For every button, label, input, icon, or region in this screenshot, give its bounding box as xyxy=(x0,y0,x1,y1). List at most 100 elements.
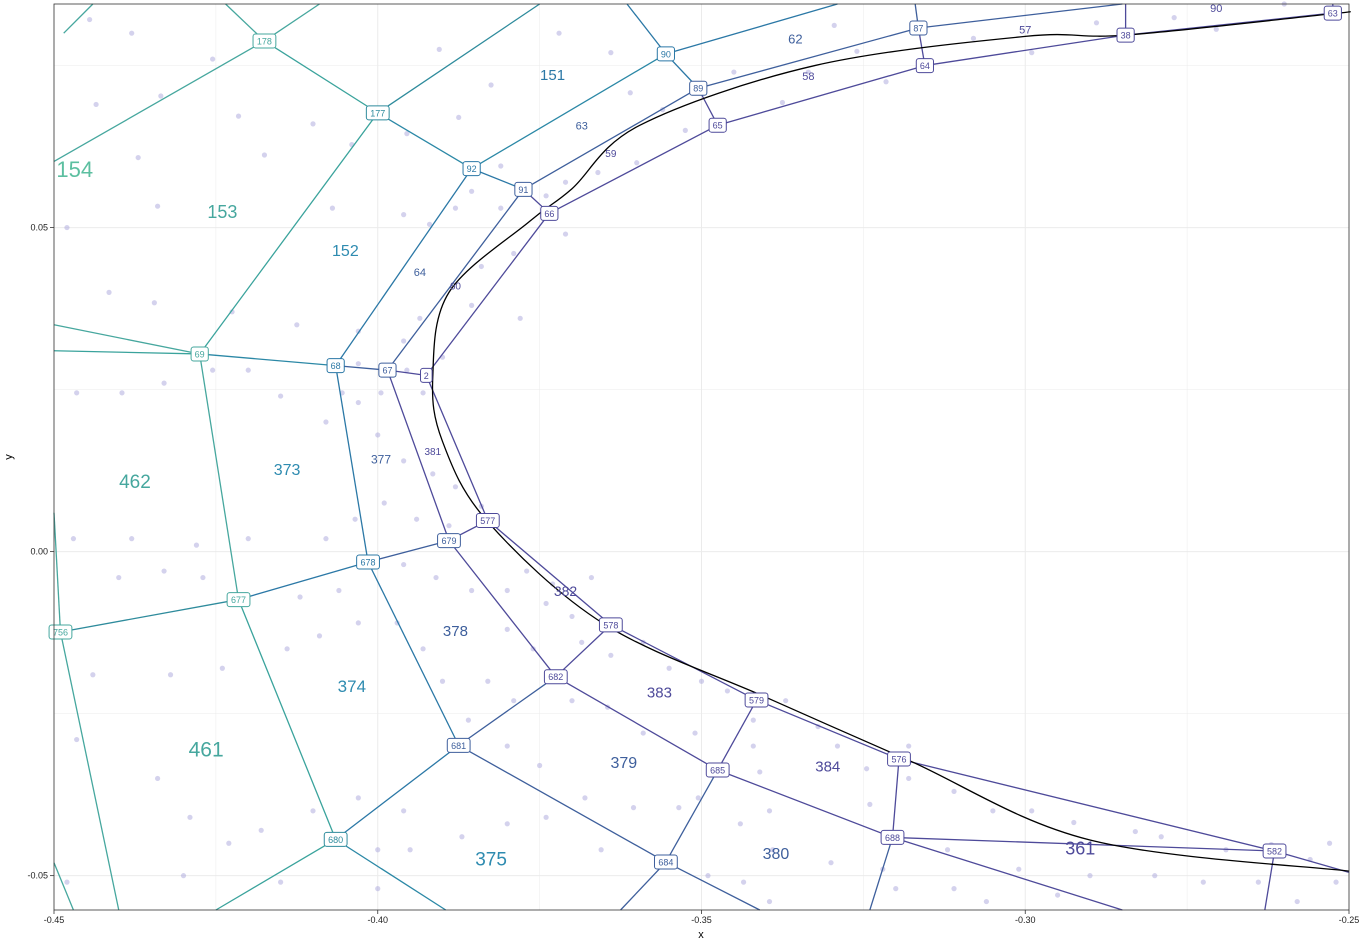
mesh-edge xyxy=(458,744,667,863)
data-point xyxy=(579,639,585,645)
vertex-label-box xyxy=(1116,27,1135,43)
data-point xyxy=(569,698,575,704)
mesh-edge xyxy=(386,188,524,371)
vertex-label-box xyxy=(226,592,251,608)
vertex-label-text: 582 xyxy=(1267,847,1282,857)
data-point xyxy=(562,231,569,237)
data-point xyxy=(883,79,889,85)
vertex-label-text: 579 xyxy=(749,696,764,706)
data-point xyxy=(210,367,216,373)
data-point xyxy=(750,717,756,723)
data-point xyxy=(640,730,646,736)
data-point xyxy=(426,221,433,227)
data-point xyxy=(469,302,475,308)
cell-label: 382 xyxy=(554,583,578,599)
mesh-edge xyxy=(626,3,667,55)
mesh-edge xyxy=(448,540,557,678)
cell-label: 152 xyxy=(332,243,359,260)
data-point xyxy=(226,840,232,846)
mesh-edge xyxy=(1264,850,1276,911)
vertex-label-text: 178 xyxy=(257,36,272,46)
cell-label: 60 xyxy=(450,282,462,293)
vertex-label: 63 xyxy=(1323,5,1342,21)
mesh-edge xyxy=(377,3,540,114)
data-point xyxy=(74,736,80,743)
data-point xyxy=(93,101,99,108)
vertex-label: 68 xyxy=(326,358,345,374)
data-point xyxy=(766,898,773,905)
vertex-label: 684 xyxy=(653,854,678,870)
cell-label: 374 xyxy=(338,677,366,696)
data-point xyxy=(70,536,77,542)
vertex-label: 677 xyxy=(226,592,251,608)
data-point xyxy=(692,730,698,736)
mesh-edge xyxy=(53,862,75,911)
data-point xyxy=(983,898,990,905)
data-point xyxy=(1294,898,1300,905)
vertex-label-text: 63 xyxy=(1328,9,1338,19)
data-point xyxy=(446,523,452,529)
mesh-edge xyxy=(665,3,838,55)
mesh-edge xyxy=(199,353,336,367)
data-point xyxy=(430,471,436,477)
vertex-label-box xyxy=(656,46,675,62)
cell-label: 462 xyxy=(119,472,151,493)
data-point xyxy=(229,309,235,315)
vertex-label-box xyxy=(420,367,433,383)
data-point xyxy=(210,56,216,62)
mesh-edge xyxy=(53,512,62,633)
vertex-label-box xyxy=(689,80,708,96)
data-point xyxy=(452,205,459,211)
data-point xyxy=(316,633,323,639)
data-point xyxy=(258,827,264,833)
data-point xyxy=(517,315,523,321)
vertex-label-box xyxy=(190,346,209,362)
vertex-label: 91 xyxy=(514,181,533,197)
mesh-edge xyxy=(1274,850,1350,874)
vertex-label-text: 69 xyxy=(195,349,205,359)
data-point xyxy=(1093,20,1100,26)
data-point xyxy=(893,886,899,892)
vertex-label: 578 xyxy=(598,617,623,633)
vertex-label-text: 38 xyxy=(1121,31,1131,41)
vertex-label-text: 684 xyxy=(658,858,673,868)
data-point xyxy=(151,300,157,306)
vertex-label: 688 xyxy=(880,829,905,845)
data-point xyxy=(556,30,562,36)
data-point xyxy=(294,322,300,328)
mesh-edge xyxy=(238,561,369,601)
vertex-label-text: 679 xyxy=(441,536,456,546)
data-point xyxy=(1326,840,1333,846)
data-point xyxy=(433,574,439,581)
vertex-label: 679 xyxy=(437,533,461,549)
vertex-label-box xyxy=(365,105,390,121)
mesh-edge xyxy=(53,40,265,163)
data-point xyxy=(588,574,595,581)
mesh-edge xyxy=(386,369,450,541)
data-point xyxy=(158,93,164,99)
mesh-edge xyxy=(610,624,757,701)
vertex-label-text: 682 xyxy=(548,672,563,682)
x-tick-label: -0.25 xyxy=(1339,915,1360,925)
data-point xyxy=(828,860,834,866)
data-point xyxy=(595,169,601,176)
data-point xyxy=(488,82,494,88)
mesh-edge xyxy=(425,212,550,376)
data-point xyxy=(452,484,459,490)
vertex-label: 65 xyxy=(708,117,727,133)
data-point xyxy=(478,263,484,270)
vertex-label-box xyxy=(653,854,678,870)
data-point xyxy=(401,561,407,568)
data-point xyxy=(698,678,705,684)
data-point xyxy=(310,121,316,127)
data-point xyxy=(1333,879,1339,885)
data-point xyxy=(378,390,384,396)
data-point xyxy=(608,652,614,658)
mesh-edges xyxy=(53,3,1350,911)
y-axis-title: y xyxy=(3,454,15,460)
vertex-label-box xyxy=(909,20,928,36)
data-point xyxy=(469,188,475,194)
data-point xyxy=(1055,892,1061,898)
data-point xyxy=(439,678,446,684)
